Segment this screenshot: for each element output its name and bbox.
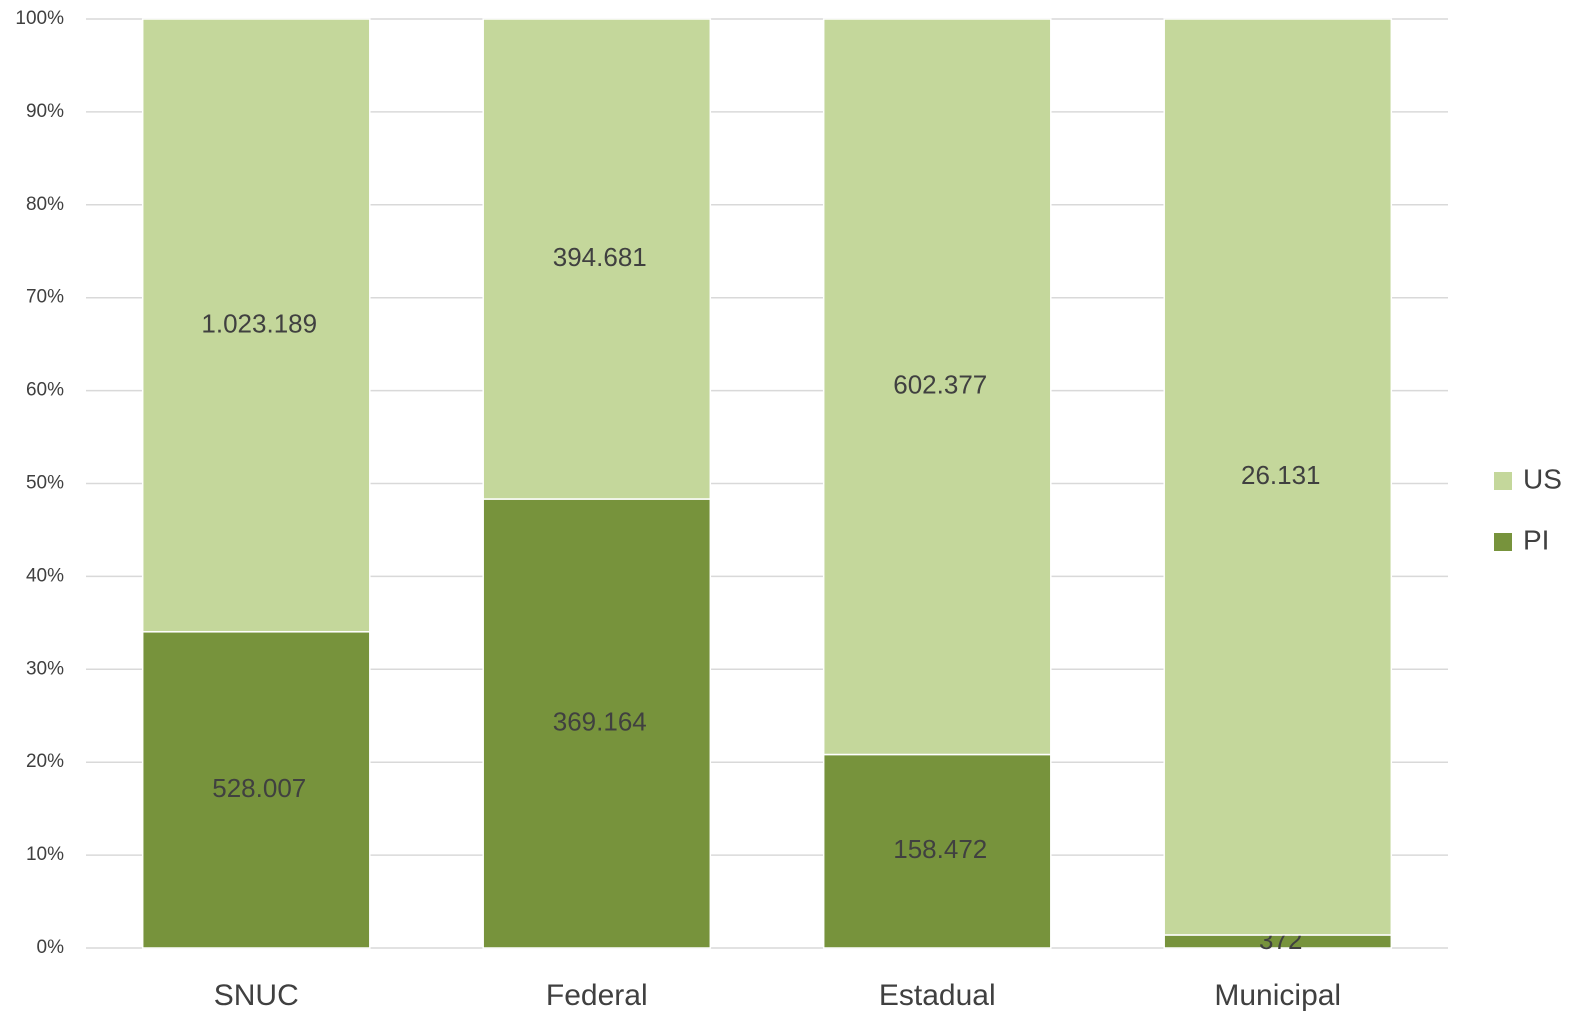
x-tick-label: Municipal [1214,979,1341,1012]
bar-segment [141,631,371,949]
data-label: 602.377 [893,370,987,400]
y-tick-label: 70% [26,287,64,308]
y-tick-label: 80% [26,194,64,215]
y-tick-label: 60% [26,380,64,401]
bar-segment [482,498,712,949]
y-tick-label: 30% [26,658,64,679]
x-tick-label: SNUC [214,979,299,1012]
legend-label: PI [1523,524,1549,555]
x-tick-label: Estadual [879,979,996,1012]
y-tick-label: 100% [15,8,64,29]
legend-swatch [1494,472,1512,490]
bar-segment [1163,18,1393,936]
y-tick-label: 10% [26,844,64,865]
legend-label: US [1523,463,1562,494]
x-tick-label: Federal [546,979,648,1012]
data-label: 369.164 [553,706,647,736]
data-label: 158.472 [893,834,987,864]
data-label: 528.007 [212,773,306,803]
bar-segment [141,18,371,633]
y-tick-label: 90% [26,101,64,122]
bar-segment [822,18,1052,756]
y-tick-label: 40% [26,565,64,586]
data-label: 394.681 [553,242,647,272]
y-tick-label: 20% [26,751,64,772]
bar-segment [822,753,1052,949]
legend-swatch [1494,533,1512,551]
y-tick-label: 50% [26,473,64,494]
y-tick-label: 0% [37,937,65,958]
data-label: 1.023.189 [201,308,317,338]
data-label: 26.131 [1241,460,1321,490]
bar-segment [482,18,712,500]
